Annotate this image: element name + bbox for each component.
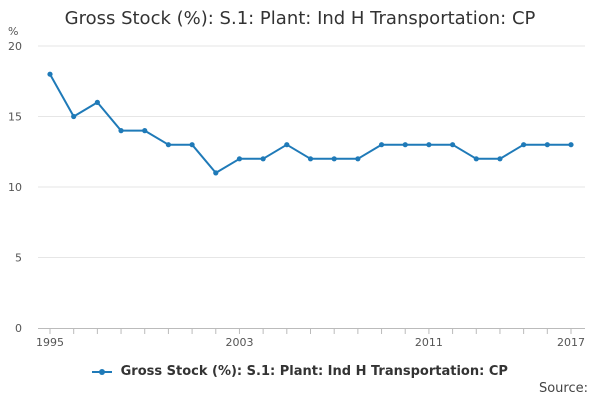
y-tick-label: 10 [8,181,22,194]
x-tick-label: 2017 [557,336,585,349]
source-label: Source: [538,381,588,396]
data-point [568,142,574,148]
x-tick-label: 1995 [36,336,64,349]
data-point [331,156,337,162]
data-point [355,156,361,162]
data-point [213,170,219,176]
data-point [307,156,314,162]
data-point [426,142,432,148]
data-point [284,142,290,148]
data-point [521,142,527,148]
x-tick-label: 2011 [415,336,443,349]
grid-lines [38,45,585,258]
y-tick-label: 5 [15,252,22,265]
data-point [378,142,385,148]
data-point [165,142,172,148]
data-point [260,156,266,162]
legend-marker [92,367,113,377]
data-point [449,142,456,148]
data-point [118,128,124,134]
series-layer [47,71,574,176]
y-axis-label: % [8,25,18,38]
x-tick-label: 2003 [225,336,253,349]
legend-label: Gross Stock (%): S.1: Plant: Ind H Trans… [120,364,508,379]
data-point [189,142,195,148]
data-point [236,156,243,162]
legend-dot [99,368,106,375]
y-tick-label: 0 [15,322,22,335]
data-point [544,142,550,148]
data-point [47,71,53,77]
y-tick-label: 15 [8,111,22,124]
data-point [142,128,148,134]
data-point [402,142,408,148]
data-point [473,156,479,162]
axes: 0 5 10 15 20% 1995 2003 2011 2017 [8,25,585,349]
chart-title: Gross Stock (%): S.1: Plant: Ind H Trans… [64,8,536,29]
data-point [497,156,503,162]
y-tick-label: 20 [8,40,22,53]
data-point [71,113,77,120]
data-point [94,99,100,105]
legend[interactable]: Gross Stock (%): S.1: Plant: Ind H Trans… [0,364,600,379]
